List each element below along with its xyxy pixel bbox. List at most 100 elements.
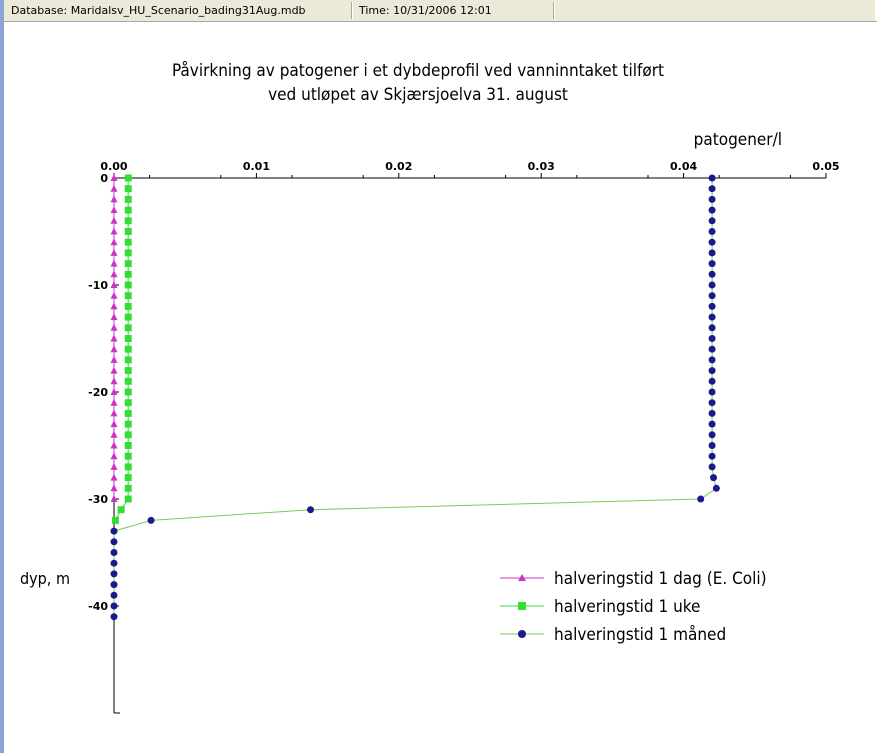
data-point-series-3 — [708, 420, 716, 428]
data-point-series-3 — [708, 292, 716, 300]
data-point-series-2 — [124, 452, 132, 460]
data-point-series-1 — [110, 388, 118, 395]
data-point-series-1 — [110, 184, 118, 192]
x-axis-unit-label: patogener/l — [694, 130, 782, 150]
data-point-series-1 — [110, 302, 118, 310]
data-point-series-2 — [124, 270, 132, 278]
x-tick-group: 0.00 0.01 0.02 0.03 0.04 0.05 — [100, 160, 840, 178]
data-point-series-3 — [708, 206, 716, 214]
x-tick-label: 0.05 — [812, 160, 839, 173]
data-point-series-1 — [110, 462, 118, 470]
y-tick-label: -30 — [88, 493, 108, 506]
data-point-series-2 — [124, 185, 132, 193]
data-point-series-2 — [124, 420, 132, 428]
data-point-series-1 — [110, 452, 118, 460]
data-point-series-2 — [124, 302, 132, 310]
data-point-series-1 — [110, 174, 118, 181]
data-point-series-1 — [110, 313, 118, 321]
data-point-series-1 — [110, 270, 118, 278]
data-point-series-3 — [708, 313, 716, 321]
legend-marker-2 — [518, 602, 526, 610]
data-point-series-1 — [110, 206, 118, 214]
data-point-series-2 — [124, 313, 132, 321]
y-tick-label: -20 — [88, 386, 108, 399]
data-point-series-3 — [708, 238, 716, 246]
y-tick-group: 0 -10 -20 -30 -40 — [88, 172, 119, 613]
status-time: Time: 10/31/2006 12:01 — [354, 2, 554, 19]
chart-title-line1: Påvirkning av patogener i et dybdeprofil… — [172, 60, 664, 81]
data-point-series-3 — [708, 367, 716, 375]
series-layer — [110, 174, 720, 621]
legend-label-1: halveringstid 1 dag (E. Coli) — [554, 569, 767, 589]
data-point-series-2 — [124, 442, 132, 449]
data-point-series-1 — [110, 430, 118, 438]
data-point-series-1 — [110, 420, 118, 428]
x-tick-label: 0.02 — [385, 160, 412, 173]
data-point-series-1 — [110, 238, 118, 246]
data-point-series-1 — [110, 473, 118, 481]
legend-label-3: halveringstid 1 måned — [554, 624, 726, 645]
legend-marker-3 — [518, 630, 526, 638]
data-point-series-3 — [110, 581, 118, 589]
x-tick-label: 0.03 — [528, 160, 555, 173]
data-point-series-1 — [110, 366, 118, 374]
data-point-series-3 — [708, 174, 716, 182]
data-point-series-1 — [110, 495, 118, 502]
data-point-series-3 — [708, 431, 716, 439]
data-point-series-3 — [110, 538, 118, 546]
data-point-series-2 — [124, 474, 132, 482]
legend-item-1: halveringstid 1 dag (E. Coli) — [500, 569, 767, 589]
data-point-series-1 — [110, 334, 118, 342]
data-point-series-2 — [124, 292, 132, 300]
series-1 — [110, 174, 118, 502]
data-point-series-3 — [708, 324, 716, 332]
y-tick-label: -40 — [88, 600, 108, 613]
y-tick-label: 0 — [100, 172, 108, 185]
status-database: Database: Maridalsv_HU_Scenario_bading31… — [6, 2, 352, 19]
data-point-series-2 — [124, 217, 132, 225]
legend: halveringstid 1 dag (E. Coli) halverings… — [500, 569, 767, 645]
y-axis-unit-label: dyp, m — [20, 569, 70, 588]
data-point-series-3 — [697, 495, 705, 503]
data-point-series-1 — [110, 248, 118, 256]
data-point-series-2 — [124, 238, 132, 246]
data-point-series-3 — [708, 356, 716, 364]
y-tick-label: -10 — [88, 279, 108, 292]
data-point-series-3 — [708, 281, 716, 289]
data-point-series-3 — [708, 452, 716, 460]
data-point-series-3 — [708, 228, 716, 235]
data-point-series-2 — [111, 516, 119, 524]
data-point-series-3 — [710, 474, 718, 482]
data-point-series-2 — [124, 463, 132, 471]
data-point-series-1 — [110, 291, 118, 299]
data-point-series-3 — [708, 270, 716, 278]
data-point-series-3 — [307, 506, 315, 514]
data-point-series-2 — [124, 260, 132, 268]
data-point-series-3 — [110, 613, 118, 621]
x-tick-label: 0.00 — [100, 160, 127, 173]
data-point-series-3 — [110, 570, 118, 578]
data-point-series-3 — [708, 260, 716, 268]
data-point-series-1 — [110, 409, 118, 417]
data-point-series-3 — [110, 559, 118, 567]
data-point-series-1 — [110, 377, 118, 385]
data-point-series-2 — [124, 345, 132, 353]
data-point-series-3 — [708, 195, 716, 203]
legend-marker-1 — [518, 574, 526, 581]
data-point-series-2 — [124, 409, 132, 417]
data-point-series-3 — [708, 249, 716, 257]
data-point-series-1 — [110, 259, 118, 267]
data-point-series-3 — [147, 516, 155, 524]
data-point-series-2 — [124, 195, 132, 203]
data-point-series-3 — [712, 484, 720, 492]
data-point-series-2 — [124, 399, 132, 407]
data-point-series-2 — [124, 249, 132, 257]
x-tick-label: 0.01 — [243, 160, 270, 173]
data-point-series-2 — [124, 324, 132, 332]
data-point-series-2 — [124, 431, 132, 439]
data-point-series-1 — [110, 441, 118, 449]
data-point-series-3 — [708, 345, 716, 353]
data-point-series-3 — [708, 335, 716, 342]
data-point-series-2 — [124, 484, 132, 492]
